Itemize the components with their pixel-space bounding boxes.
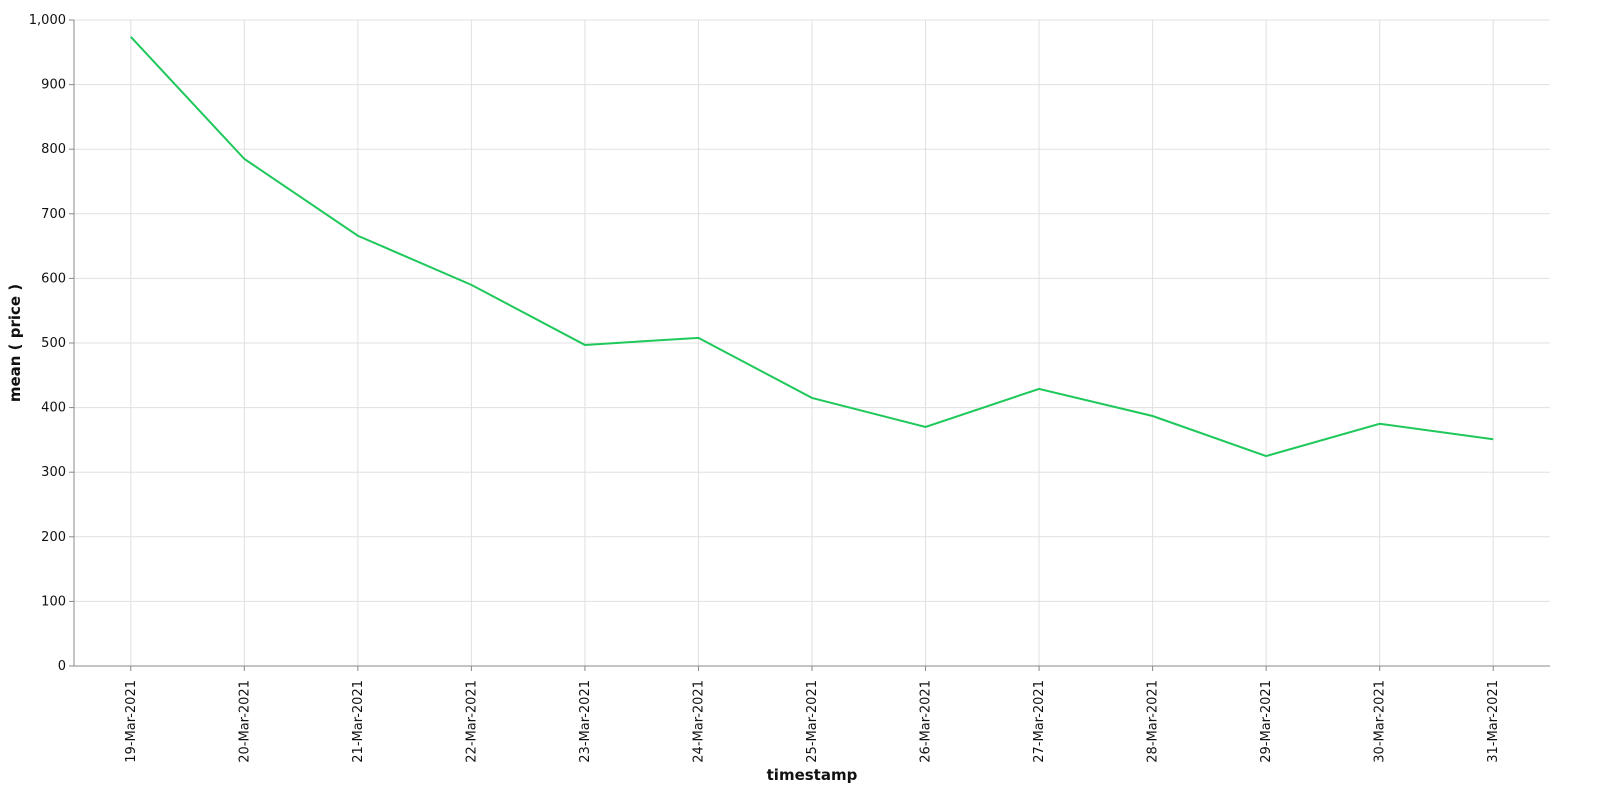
- y-tick-label: 800: [41, 142, 66, 157]
- y-tick-label: 200: [41, 530, 66, 545]
- x-tick-label: 26-Mar-2021: [919, 680, 934, 763]
- x-tick-label: 30-Mar-2021: [1373, 680, 1388, 763]
- y-axis-title: mean ( price ): [6, 284, 24, 402]
- x-tick-label: 21-Mar-2021: [351, 680, 366, 763]
- y-tick-label: 500: [41, 336, 66, 351]
- x-tick-label: 19-Mar-2021: [124, 680, 139, 763]
- x-tick-label: 29-Mar-2021: [1259, 680, 1274, 763]
- x-tick-label: 20-Mar-2021: [237, 680, 252, 763]
- x-tick-label: 25-Mar-2021: [805, 680, 820, 763]
- y-tick-label: 100: [41, 594, 66, 609]
- x-tick-label: 22-Mar-2021: [464, 680, 479, 763]
- x-tick-label: 23-Mar-2021: [578, 680, 593, 763]
- x-tick-label: 28-Mar-2021: [1146, 680, 1161, 763]
- x-tick-label: 31-Mar-2021: [1486, 680, 1501, 763]
- x-tick-label: 24-Mar-2021: [691, 680, 706, 763]
- y-tick-label: 1,000: [29, 13, 66, 28]
- x-tick-label: 27-Mar-2021: [1032, 680, 1047, 763]
- y-tick-label: 300: [41, 465, 66, 480]
- x-axis-title: timestamp: [767, 766, 858, 784]
- line: [130, 36, 1494, 458]
- y-tick-label: 0: [58, 659, 66, 674]
- y-tick-label: 900: [41, 78, 66, 93]
- y-tick-label: 400: [41, 401, 66, 416]
- y-tick-label: 700: [41, 207, 66, 222]
- y-tick-label: 600: [41, 271, 66, 286]
